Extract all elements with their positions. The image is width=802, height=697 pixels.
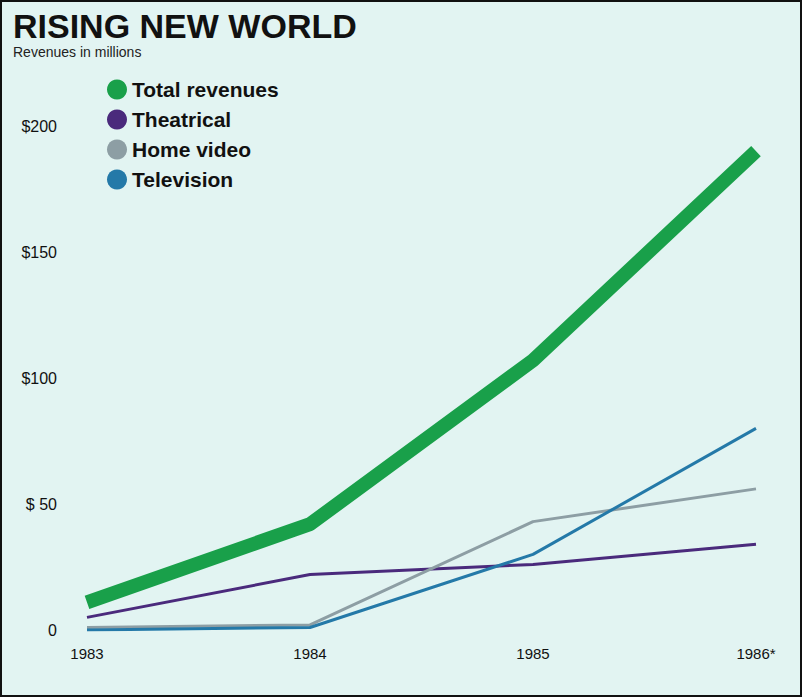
svg-text:$200: $200 xyxy=(21,118,57,135)
svg-text:Home video: Home video xyxy=(132,138,251,161)
svg-text:1983: 1983 xyxy=(70,645,103,662)
svg-text:1984: 1984 xyxy=(293,645,326,662)
svg-text:RISING NEW WORLD: RISING NEW WORLD xyxy=(13,7,357,45)
svg-text:0: 0 xyxy=(48,622,57,639)
svg-text:$ 50: $ 50 xyxy=(26,496,57,513)
svg-text:Television: Television xyxy=(132,168,233,191)
svg-text:Revenues in millions: Revenues in millions xyxy=(13,44,141,60)
svg-text:Theatrical: Theatrical xyxy=(132,108,231,131)
svg-text:1985: 1985 xyxy=(516,645,549,662)
svg-text:$150: $150 xyxy=(21,244,57,261)
svg-text:Total revenues: Total revenues xyxy=(132,78,279,101)
svg-text:$100: $100 xyxy=(21,370,57,387)
svg-text:1986*: 1986* xyxy=(736,645,775,662)
